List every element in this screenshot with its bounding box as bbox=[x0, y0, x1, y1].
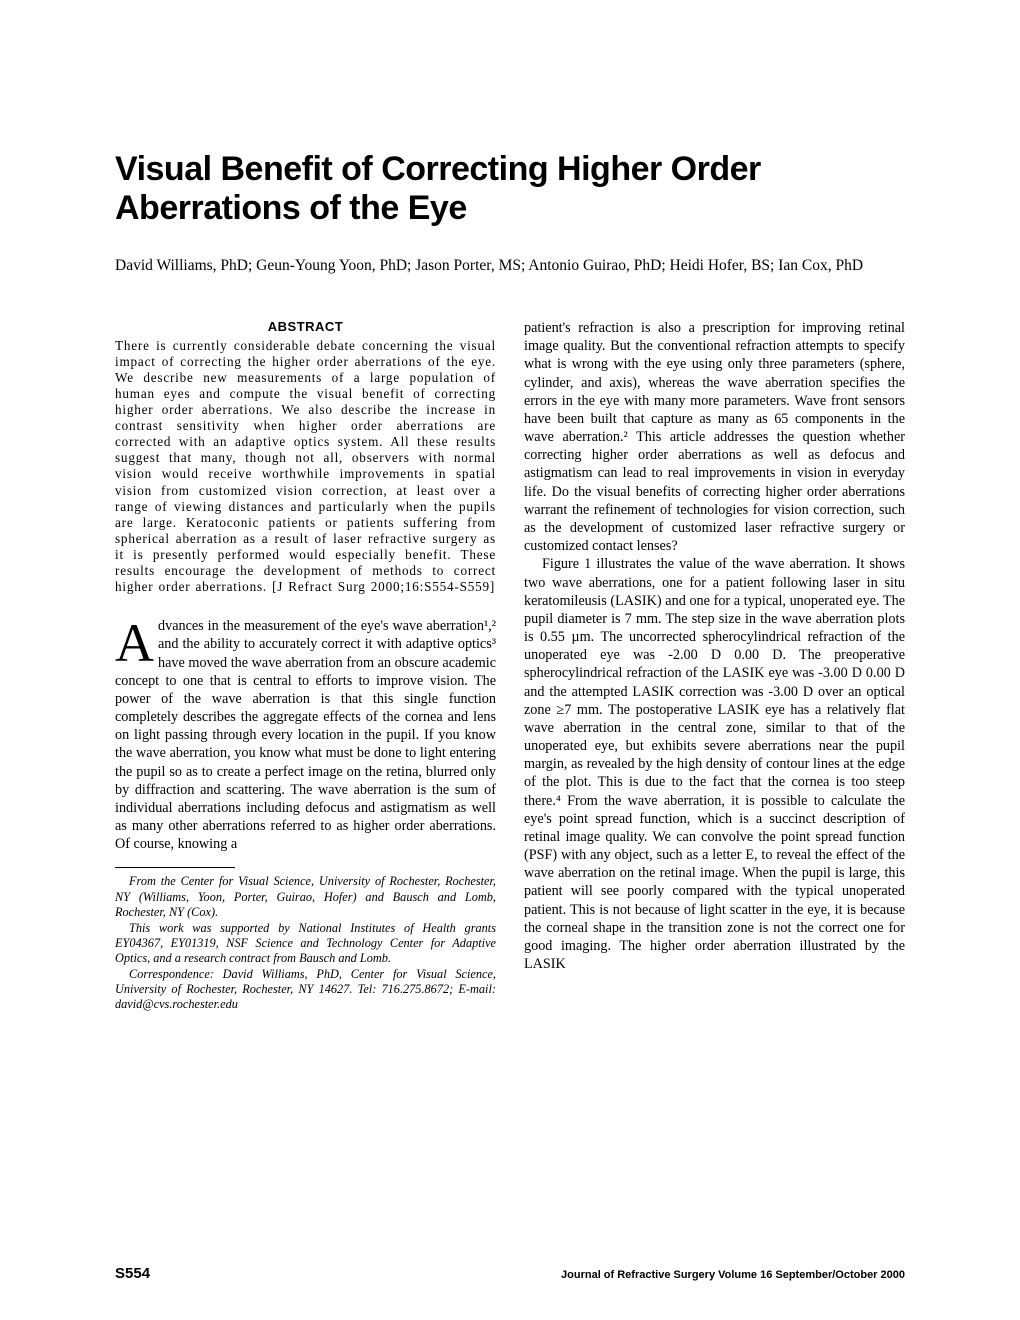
abstract-text: There is currently considerable debate c… bbox=[115, 338, 496, 596]
body-paragraph-1: A dvances in the measurement of the eye'… bbox=[115, 617, 496, 853]
body-paragraph-3: Figure 1 illustrates the value of the wa… bbox=[524, 555, 905, 973]
footnote-rule bbox=[115, 867, 235, 868]
body-paragraph-1-block: A dvances in the measurement of the eye'… bbox=[115, 617, 496, 853]
footnote-funding: This work was supported by National Inst… bbox=[115, 921, 496, 967]
footnote-correspondence: Correspondence: David Williams, PhD, Cen… bbox=[115, 967, 496, 1013]
abstract-block: ABSTRACT There is currently considerable… bbox=[115, 319, 496, 595]
page-footer: S554 Journal of Refractive Surgery Volum… bbox=[115, 1265, 905, 1282]
two-column-body: ABSTRACT There is currently considerable… bbox=[115, 319, 905, 1013]
journal-info: Journal of Refractive Surgery Volume 16 … bbox=[561, 1269, 905, 1281]
dropcap: A bbox=[115, 617, 158, 667]
footnotes: From the Center for Visual Science, Univ… bbox=[115, 874, 496, 1012]
page-number: S554 bbox=[115, 1265, 150, 1282]
footnote-affiliation: From the Center for Visual Science, Univ… bbox=[115, 874, 496, 920]
abstract-heading: ABSTRACT bbox=[115, 319, 496, 336]
authors-line: David Williams, PhD; Geun-Young Yoon, Ph… bbox=[115, 256, 905, 277]
body-paragraph-2: patient's refraction is also a prescript… bbox=[524, 319, 905, 555]
footnote-block: From the Center for Visual Science, Univ… bbox=[115, 867, 496, 1012]
article-title: Visual Benefit of Correcting Higher Orde… bbox=[115, 150, 905, 228]
body-paragraph-1-text: dvances in the measurement of the eye's … bbox=[115, 618, 496, 852]
page: Visual Benefit of Correcting Higher Orde… bbox=[0, 0, 1020, 1320]
